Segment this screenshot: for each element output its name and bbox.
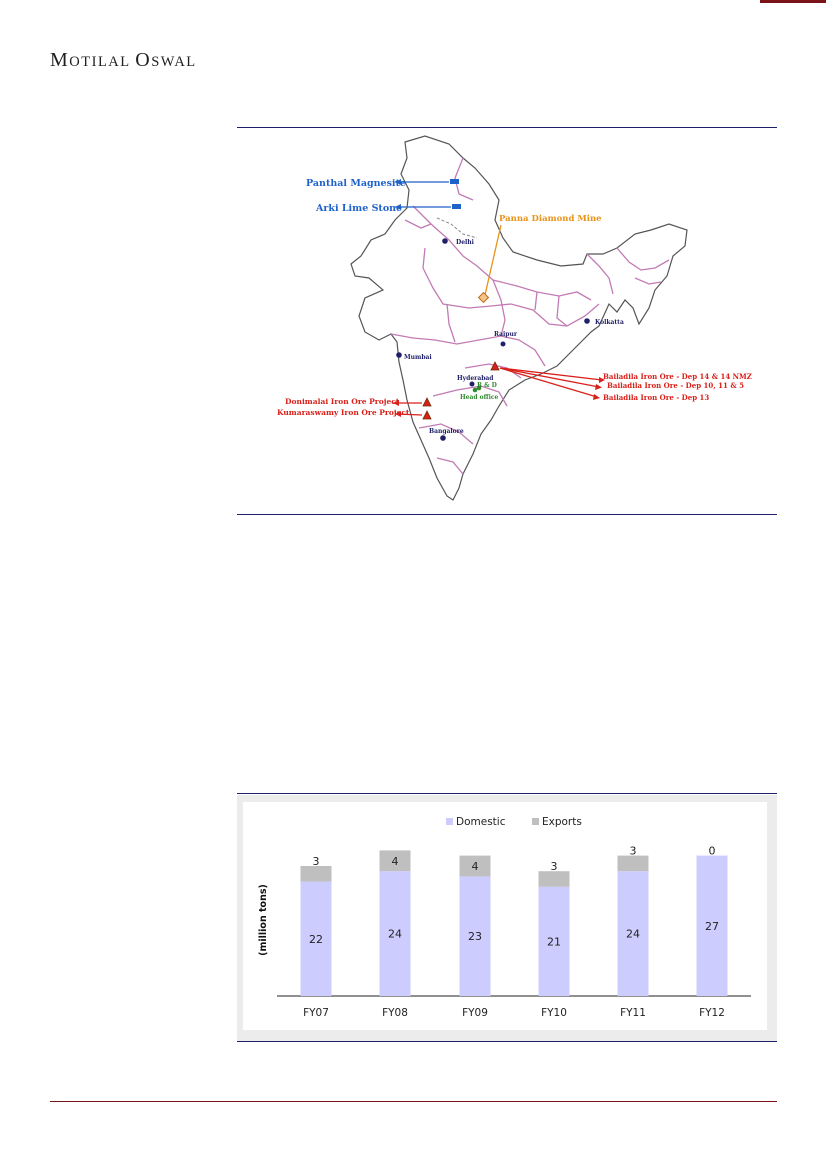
- bailadila3-label: Bailadila Iron Ore - Dep 13: [603, 393, 709, 402]
- kumaraswamy-marker: [422, 410, 432, 420]
- domestic-bar-fy11: [617, 871, 649, 996]
- donimalai-label: Donimalai Iron Ore Project: [285, 397, 400, 406]
- domestic-bar-fy07: [300, 881, 332, 996]
- domestic-value-fy09: 23: [468, 930, 482, 943]
- domestic-value-fy07: 22: [309, 933, 323, 946]
- legend-swatch-domestic: [446, 818, 453, 825]
- state-borders: [390, 157, 670, 475]
- arki-marker: [452, 204, 461, 209]
- mumbai-label: Mumbai: [404, 354, 432, 361]
- bangalore-dot: [440, 435, 446, 441]
- domestic-value-fy08: 24: [388, 928, 402, 941]
- legend-swatch-exports: [532, 818, 539, 825]
- footer-rule: [50, 1101, 777, 1102]
- legend-label-exports: Exports: [542, 816, 582, 828]
- x-tick-label-fy12: FY12: [699, 1007, 725, 1019]
- top-accent-rule: [760, 0, 826, 3]
- x-tick-label-fy07: FY07: [303, 1007, 329, 1019]
- exports-value-fy11: 3: [630, 845, 637, 858]
- india-map-figure: Panthal Magnesite Arki Lime Stone Panna …: [237, 128, 777, 514]
- exports-bar-fy09: [459, 855, 491, 877]
- arki-label: Arki Lime Stone: [315, 203, 402, 214]
- x-tick-label-fy09: FY09: [462, 1007, 488, 1019]
- domestic-bar-fy09: [459, 876, 491, 996]
- brand-logo: MOTILAL OSWAL: [50, 49, 197, 71]
- exports-bar-fy07: [300, 866, 332, 882]
- x-tick-label-fy10: FY10: [541, 1007, 567, 1019]
- exports-value-fy08: 4: [392, 855, 399, 868]
- x-tick-label-fy11: FY11: [620, 1007, 646, 1019]
- bailadila2-label: Bailadila Iron Ore - Dep 10, 11 & 5: [607, 381, 744, 390]
- kumaraswamy-label: Kumaraswamy Iron Ore Project: [277, 408, 410, 417]
- panna-label: Panna Diamond Mine: [499, 214, 602, 224]
- headoffice-label: Head office: [460, 394, 499, 401]
- domestic-value-fy11: 24: [626, 928, 640, 941]
- rd-label: R & D: [477, 382, 497, 389]
- exports-value-fy12: 0: [709, 845, 716, 858]
- bailadila1-label: Bailadila Iron Ore - Dep 14 & 14 NMZ: [603, 372, 752, 381]
- map-bottom-rule: [237, 514, 777, 515]
- mumbai-dot: [396, 352, 402, 358]
- bailadila-marker: [490, 361, 500, 371]
- panna-marker: [477, 291, 490, 304]
- domestic-value-fy12: 27: [705, 920, 719, 933]
- panthal-label: Panthal Magnesite: [306, 178, 406, 189]
- bangalore-label: Bangalore: [429, 428, 464, 435]
- kolkata-label: Kolkatta: [595, 319, 624, 326]
- exports-value-fy07: 3: [313, 855, 320, 868]
- map-top-rule: [237, 127, 777, 128]
- panthal-marker: [450, 179, 459, 184]
- delhi-label: Delhi: [456, 239, 475, 246]
- exports-value-fy09: 4: [472, 860, 479, 873]
- hyderabad-label: Hyderabad: [457, 375, 494, 382]
- hyderabad-dot: [469, 381, 475, 387]
- chart-panel: 22 3 FY07 24 4 FY08 23 4 FY09 21 3 FY10 24 3 FY11 27 0 FY…: [237, 795, 777, 1041]
- india-map: Panthal Magnesite Arki Lime Stone Panna …: [277, 135, 752, 501]
- chart-area: 22 3 FY07 24 4 FY08 23 4 FY09 21 3 FY10 24 3 FY11 27 0 FY…: [243, 802, 767, 1030]
- chart-bottom-rule: [237, 1041, 777, 1042]
- domestic-bar-fy12: [696, 855, 728, 996]
- delhi-dot: [442, 238, 448, 244]
- donimalai-marker: [422, 397, 432, 407]
- chart-top-rule: [237, 793, 777, 794]
- rd-dot: [472, 387, 478, 393]
- kolkata-dot: [584, 318, 590, 324]
- raipur-label: Raipur: [494, 331, 518, 338]
- y-axis-label: (million tons): [258, 884, 269, 956]
- raipur-dot: [500, 341, 506, 347]
- exports-value-fy10: 3: [551, 860, 558, 873]
- exports-bar-fy08: [379, 850, 411, 872]
- domestic-bar-fy08: [379, 871, 411, 996]
- x-tick-label-fy08: FY08: [382, 1007, 408, 1019]
- exports-bar-fy10: [538, 871, 570, 887]
- domestic-value-fy10: 21: [547, 935, 561, 948]
- legend-label-domestic: Domestic: [456, 816, 506, 828]
- stacked-bar-chart: 22 3 FY07 24 4 FY08 23 4 FY09 21 3 FY10 24 3 FY11 27 0 FY…: [258, 816, 751, 1019]
- india-outline: [350, 135, 688, 501]
- domestic-bar-fy10: [538, 886, 570, 996]
- exports-bar-fy11: [617, 855, 649, 872]
